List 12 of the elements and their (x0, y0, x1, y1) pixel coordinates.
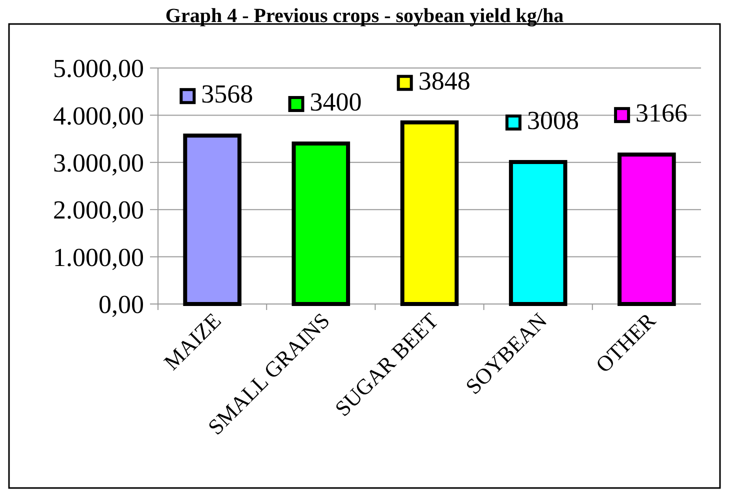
data-label: 3400 (310, 88, 362, 117)
data-label: 3848 (418, 66, 470, 96)
data-label: 3568 (201, 80, 254, 109)
data-label: 3008 (526, 106, 579, 136)
y-tick-label: 2.000,00 (53, 196, 144, 225)
chart-title: Graph 4 - Previous crops - soybean yield kg/ha (165, 5, 564, 27)
y-tick-label: 3.000,00 (53, 148, 144, 178)
y-tick-label: 4.000,00 (53, 101, 144, 130)
y-tick-label: 5.000,00 (53, 54, 144, 84)
data-label: 3166 (636, 98, 688, 128)
y-tick-label: 1.000,00 (53, 242, 144, 272)
y-tick-label: 0,00 (98, 290, 144, 320)
